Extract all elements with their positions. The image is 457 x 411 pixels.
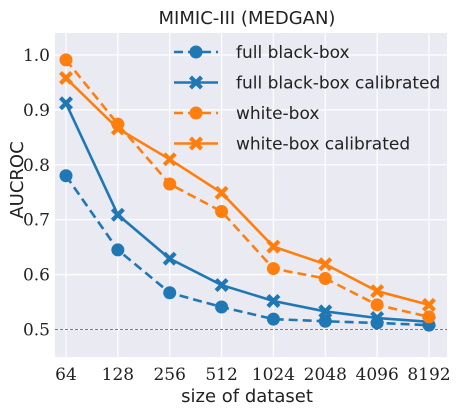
data-point xyxy=(318,304,333,319)
data-point xyxy=(214,278,229,293)
data-point xyxy=(318,271,332,285)
legend-marker xyxy=(189,136,203,151)
legend-label: full black-box calibrated xyxy=(236,74,440,94)
data-point xyxy=(214,185,229,200)
x-tick-label: 1024 xyxy=(252,365,295,385)
legend-label: white-box xyxy=(236,104,319,124)
x-tick-label: 512 xyxy=(205,365,237,385)
data-point xyxy=(370,284,385,299)
x-tick-label: 256 xyxy=(153,365,185,385)
x-ticks: 64 128 256 512 1024 2048 4096 8192 xyxy=(55,365,450,385)
data-point xyxy=(266,262,280,276)
y-tick-label: 0.9 xyxy=(23,101,50,121)
data-point xyxy=(110,207,125,222)
series-line xyxy=(64,59,430,319)
y-tick-label: 0.7 xyxy=(23,211,50,231)
data-point xyxy=(266,294,281,308)
series-group xyxy=(59,53,436,332)
data-point xyxy=(163,286,177,300)
y-tick-label: 0.8 xyxy=(23,156,50,176)
legend-marker xyxy=(189,75,203,90)
data-point xyxy=(266,239,281,254)
data-point xyxy=(215,204,229,218)
data-point xyxy=(266,312,280,326)
series-0 xyxy=(59,169,436,332)
x-tick-label: 64 xyxy=(55,365,77,385)
series-2 xyxy=(59,53,436,324)
series-line xyxy=(65,77,430,307)
data-point xyxy=(370,298,384,312)
x-tick-label: 2048 xyxy=(304,365,347,385)
legend-marker xyxy=(189,106,203,120)
data-point xyxy=(110,121,125,136)
data-point xyxy=(162,251,177,266)
x-tick-label: 128 xyxy=(102,365,134,385)
data-point xyxy=(59,96,73,111)
series-1 xyxy=(59,96,436,329)
data-point xyxy=(370,311,385,325)
y-tick-label: 1.0 xyxy=(23,46,50,66)
legend-label: white-box calibrated xyxy=(236,135,410,155)
y-axis-label: AUCROC xyxy=(7,141,28,218)
data-point xyxy=(318,257,333,272)
data-point xyxy=(59,169,73,183)
data-point xyxy=(163,177,177,191)
data-point xyxy=(59,71,73,86)
series-line xyxy=(64,175,430,327)
y-ticks: 0.5 0.6 0.7 0.8 0.9 1.0 xyxy=(23,46,50,341)
data-point xyxy=(422,297,436,312)
x-tick-label: 8192 xyxy=(407,365,450,385)
data-point xyxy=(111,243,125,257)
legend: full black-box full black-box calibrated w… xyxy=(174,43,440,155)
y-tick-label: 0.6 xyxy=(23,266,50,286)
series-3 xyxy=(59,71,436,312)
data-point xyxy=(318,314,332,328)
data-point xyxy=(162,152,177,167)
x-tick-label: 4096 xyxy=(356,365,399,385)
chart-title: MIMIC-III (MEDGAN) xyxy=(159,8,336,29)
data-point xyxy=(215,300,229,314)
legend-label: full black-box xyxy=(236,43,350,63)
legend-marker xyxy=(189,45,203,59)
y-tick-label: 0.5 xyxy=(23,321,50,341)
data-point xyxy=(422,310,436,324)
x-axis-label: size of dataset xyxy=(181,386,313,407)
series-line xyxy=(64,102,430,324)
data-point xyxy=(59,53,73,67)
